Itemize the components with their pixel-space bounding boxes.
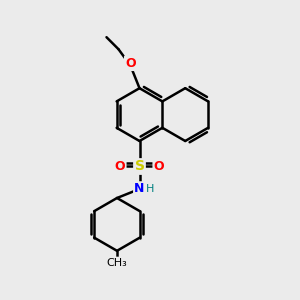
Text: O: O — [115, 160, 125, 173]
Text: O: O — [154, 160, 164, 173]
Text: O: O — [125, 57, 136, 70]
Text: S: S — [134, 160, 145, 173]
Text: CH₃: CH₃ — [106, 258, 128, 268]
Text: N: N — [134, 182, 145, 196]
Text: H: H — [146, 184, 154, 194]
